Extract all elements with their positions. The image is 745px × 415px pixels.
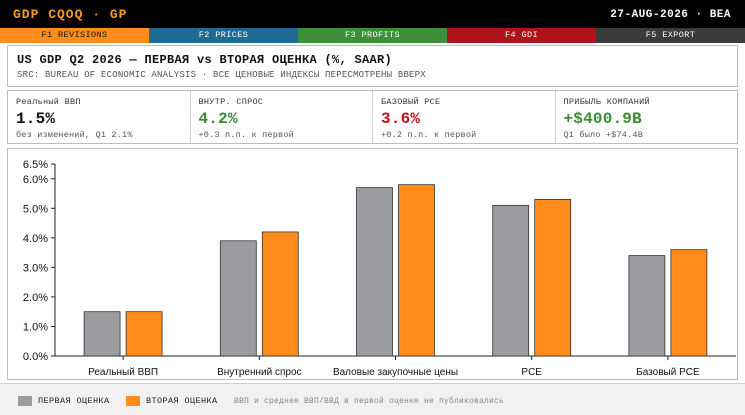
app-title: GDP CQOQ · GP (13, 7, 128, 22)
chart-bar (261, 231, 299, 357)
chart-bar (398, 184, 435, 357)
fkey-revisions[interactable]: F1 REVISIONS (0, 28, 149, 43)
fkey-export[interactable]: F5 EXPORT (596, 28, 745, 43)
chart-bar (628, 255, 666, 357)
chart-bar (534, 199, 572, 357)
legend-item-second-estimate: ВТОРАЯ ОЦЕНКА (126, 395, 218, 407)
x-tick-label: Базовый PCE (636, 367, 700, 378)
report-date: 27-AUG-2026 · BEA (610, 9, 731, 21)
legend-swatch (18, 396, 32, 406)
kpi-label: БАЗОВЫЙ PCE (381, 97, 441, 107)
x-tick-label: Внутренний спрос (217, 367, 301, 378)
y-tick-label: 4.0% (23, 233, 48, 245)
kpi-note: +0.3 п.п. к первой (198, 130, 294, 140)
kpi-core-pce: БАЗОВЫЙ PCE 3.6% +0.2 п.п. к первой (373, 91, 556, 143)
y-tick-label: 6.5% (23, 159, 48, 171)
legend-note: ВВП и среднее ВВП/ВВД в первой оценке не… (234, 397, 505, 406)
kpi-label: Реальный ВВП (16, 97, 81, 107)
kpi-value: 4.2% (198, 110, 238, 128)
y-tick-label: 1.0% (23, 321, 48, 333)
kpi-value: 3.6% (381, 110, 421, 128)
report-header: US GDP Q2 2026 — ПЕРВАЯ vs ВТОРАЯ ОЦЕНКА… (7, 45, 738, 87)
top-bar: GDP CQOQ · GP 27-AUG-2026 · BEA (0, 0, 745, 28)
chart-legend: ПЕРВАЯ ОЦЕНКА ВТОРАЯ ОЦЕНКА ВВП и средне… (0, 383, 745, 415)
x-tick-label: Реальный ВВП (88, 367, 158, 378)
fkey-profits[interactable]: F3 PROFITS (298, 28, 447, 43)
report-source: SRC: BUREAU OF ECONOMIC ANALYSIS · ВСЕ Ц… (17, 70, 426, 80)
y-tick-label: 0.0% (23, 351, 48, 363)
kpi-note: +0.2 п.п. к первой (381, 130, 477, 140)
x-tick-label: Валовые закупочные цены (333, 367, 458, 378)
function-key-bar: F1 REVISIONS F2 PRICES F3 PROFITS F4 GDI… (0, 28, 745, 43)
kpi-domestic-demand: ВНУТР. СПРОС 4.2% +0.3 п.п. к первой (191, 91, 373, 143)
y-tick-label: 6.0% (23, 174, 48, 186)
report-title: US GDP Q2 2026 — ПЕРВАЯ vs ВТОРАЯ ОЦЕНКА… (17, 53, 393, 67)
legend-label: ПЕРВАЯ ОЦЕНКА (38, 396, 110, 406)
chart-bar (356, 187, 393, 357)
chart-bar (219, 240, 257, 357)
x-tick-label: PCE (521, 367, 542, 378)
kpi-note: Q1 было +$74.4B (563, 130, 644, 140)
kpi-real-gdp: Реальный ВВП 1.5% без изменений, Q1 2.1% (8, 91, 191, 143)
chart-bar (492, 204, 530, 357)
kpi-value: 1.5% (16, 110, 56, 128)
kpi-label: ПРИБЫЛЬ КОМПАНИЙ (563, 97, 650, 107)
legend-label: ВТОРАЯ ОЦЕНКА (146, 396, 218, 406)
chart-bar (670, 249, 708, 357)
kpi-corporate-profits: ПРИБЫЛЬ КОМПАНИЙ +$400.9B Q1 было +$74.4… (556, 91, 738, 143)
y-tick-label: 5.0% (23, 203, 48, 215)
kpi-label: ВНУТР. СПРОС (198, 97, 264, 107)
chart-bar (83, 311, 121, 357)
legend-swatch (126, 396, 140, 406)
kpi-note: без изменений, Q1 2.1% (16, 130, 133, 140)
chart-bar (125, 311, 163, 357)
kpi-value: +$400.9B (563, 110, 642, 128)
fkey-gdi[interactable]: F4 GDI (447, 28, 596, 43)
legend-item-first-estimate: ПЕРВАЯ ОЦЕНКА (18, 395, 110, 407)
revision-bar-chart: 0.0% 1.0% 2.0% 3.0% 4.0% 5.0% 6.0% 6.5% Реальный… (23, 159, 736, 378)
fkey-prices[interactable]: F2 PRICES (149, 28, 298, 43)
y-tick-label: 3.0% (23, 262, 48, 274)
chart-panel: 0.0% 1.0% 2.0% 3.0% 4.0% 5.0% 6.0% 6.5% Реальный… (7, 148, 738, 380)
kpi-row: Реальный ВВП 1.5% без изменений, Q1 2.1%… (7, 90, 738, 144)
y-tick-label: 2.0% (23, 292, 48, 304)
